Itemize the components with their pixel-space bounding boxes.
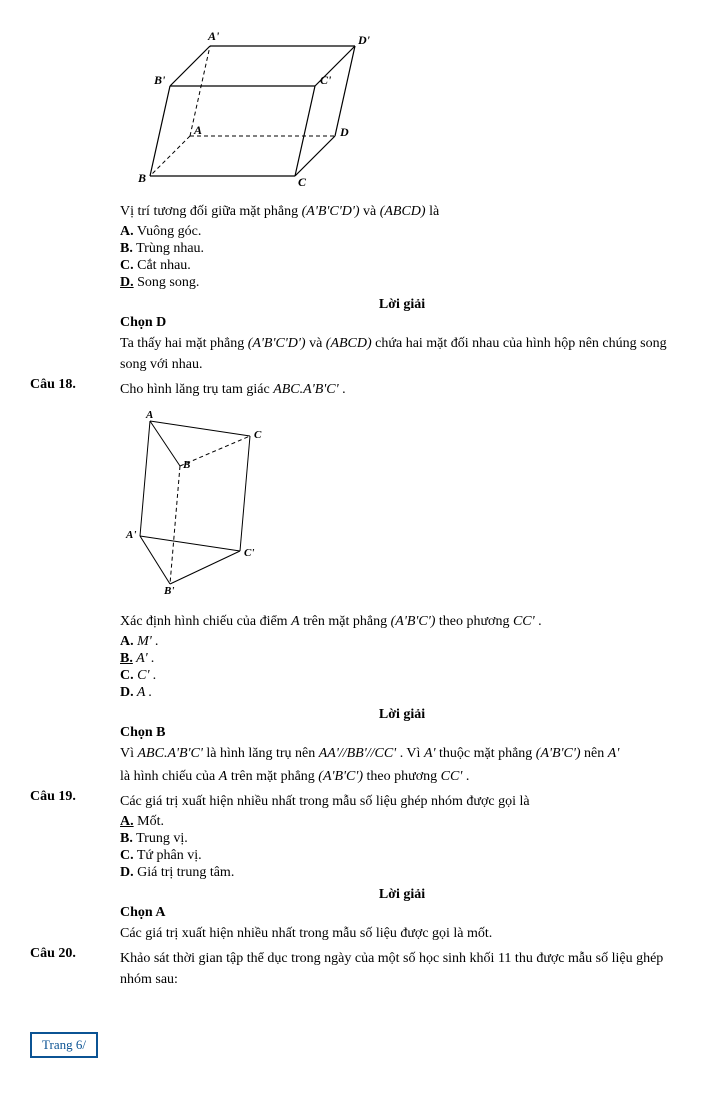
svg-text:B': B'	[163, 585, 174, 596]
q18-loigiai: Lời giải	[120, 707, 684, 723]
svg-text:A: A	[145, 409, 153, 421]
q19-opt-b: B. Trung vị.	[120, 831, 684, 847]
q18-opt-a: A. M' .	[120, 634, 684, 650]
q17-choice: Chọn D	[120, 315, 684, 331]
q19-opt-d: D. Giá trị trung tâm.	[120, 865, 684, 881]
svg-text:C: C	[254, 429, 262, 441]
q19-loigiai: Lời giải	[120, 887, 684, 903]
lbl-C: C	[298, 175, 307, 186]
lbl-Cp: C'	[320, 73, 332, 87]
lbl-Bp: B'	[153, 73, 166, 87]
q18-choice: Chọn B	[120, 725, 684, 741]
q17-opt-b: B. Trùng nhau.	[120, 241, 684, 257]
lbl-B: B	[137, 171, 146, 185]
q19-expl: Các giá trị xuất hiện nhiều nhất trong m…	[120, 923, 684, 944]
lbl-Dp: D'	[357, 33, 371, 47]
svg-text:B: B	[182, 459, 190, 471]
q19-label: Câu 19.	[30, 789, 120, 946]
prism-figure: A B C A' B' C'	[120, 406, 684, 601]
q19-choice: Chọn A	[120, 905, 684, 921]
q17-opt-a: A. Vuông góc.	[120, 224, 684, 240]
q18-opt-b: B. A' .	[120, 651, 684, 667]
q18-question: Xác định hình chiếu của điểm A trên mặt …	[120, 611, 684, 632]
lbl-D: D	[339, 125, 349, 139]
page-footer: Trang 6/	[30, 1032, 98, 1058]
q19-prompt: Các giá trị xuất hiện nhiều nhất trong m…	[120, 791, 684, 812]
q17-expl: Ta thấy hai mặt phẳng (A'B'C'D') và (ABC…	[120, 333, 684, 375]
lbl-A: A	[193, 123, 202, 137]
svg-text:C': C'	[244, 547, 254, 559]
q17-opt-d: D. Song song.	[120, 275, 684, 291]
q18-label: Câu 18.	[30, 377, 120, 789]
lbl-Ap: A'	[207, 29, 220, 43]
cube-figure: A' B' C' D' A B C D	[120, 26, 684, 191]
q20-prompt: Khảo sát thời gian tập thể dục trong ngà…	[120, 948, 684, 990]
q17-prompt: Vị trí tương đối giữa mặt phẳng (A'B'C'D…	[120, 201, 684, 222]
q20-label: Câu 20.	[30, 946, 120, 992]
svg-text:A': A'	[125, 529, 136, 541]
q17-loigiai: Lời giải	[120, 297, 684, 313]
q19-opt-c: C. Tứ phân vị.	[120, 848, 684, 864]
q18-opt-d: D. A .	[120, 685, 684, 701]
q17-opt-c: C. Cắt nhau.	[120, 258, 684, 274]
q19-opt-a: A. Mốt.	[120, 814, 684, 830]
q18-prompt: Cho hình lăng trụ tam giác ABC.A'B'C' .	[120, 379, 684, 400]
q18-expl1: Vì ABC.A'B'C' là hình lăng trụ nên AA'//…	[120, 743, 684, 764]
q18-opt-c: C. C' .	[120, 668, 684, 684]
q18-expl2: là hình chiếu của A trên mặt phẳng (A'B'…	[120, 766, 684, 787]
